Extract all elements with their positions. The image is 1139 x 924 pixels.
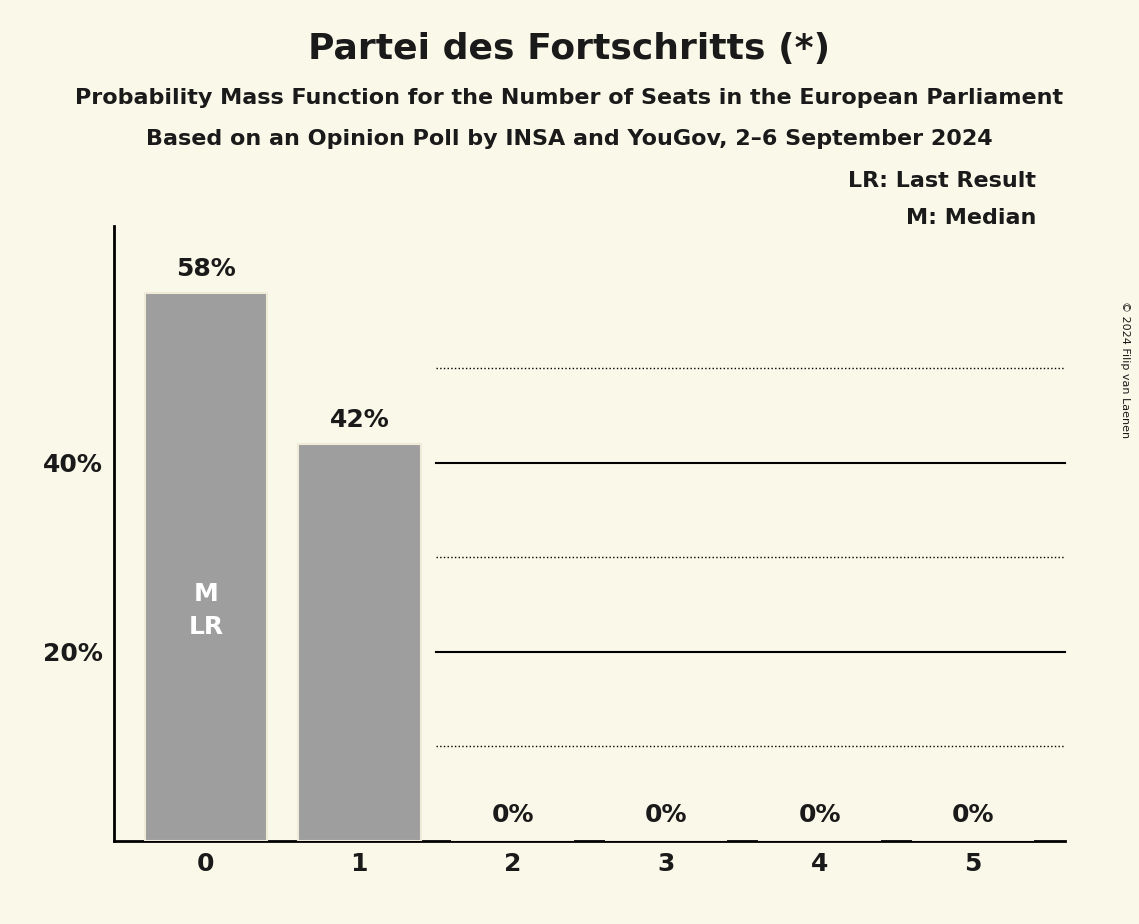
Text: 0%: 0% xyxy=(645,803,687,827)
Text: M: Median: M: Median xyxy=(907,208,1036,228)
Text: Based on an Opinion Poll by INSA and YouGov, 2–6 September 2024: Based on an Opinion Poll by INSA and You… xyxy=(146,129,993,150)
Text: 58%: 58% xyxy=(177,257,236,281)
Text: LR: Last Result: LR: Last Result xyxy=(849,171,1036,191)
Text: Partei des Fortschritts (*): Partei des Fortschritts (*) xyxy=(309,32,830,67)
Text: Probability Mass Function for the Number of Seats in the European Parliament: Probability Mass Function for the Number… xyxy=(75,88,1064,108)
Bar xyxy=(298,444,420,841)
Text: © 2024 Filip van Laenen: © 2024 Filip van Laenen xyxy=(1121,301,1130,438)
Text: 42%: 42% xyxy=(329,408,390,432)
Bar xyxy=(145,293,268,841)
Text: 0%: 0% xyxy=(952,803,994,827)
Text: 0%: 0% xyxy=(798,803,841,827)
Text: M
LR: M LR xyxy=(188,582,223,639)
Text: 0%: 0% xyxy=(492,803,534,827)
